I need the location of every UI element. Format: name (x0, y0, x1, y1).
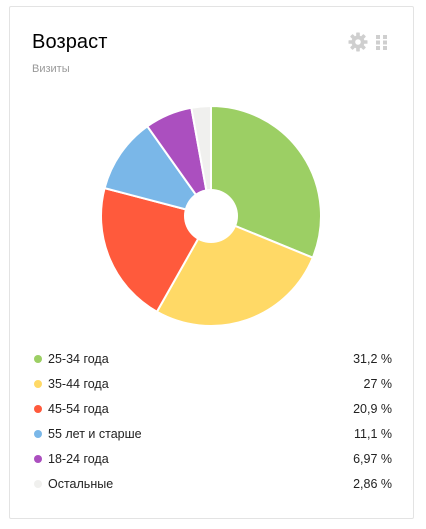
drag-handle-icon[interactable] (375, 34, 389, 50)
legend-value: 6,97 % (353, 451, 392, 466)
legend-value: 31,2 % (353, 351, 392, 366)
legend-value: 2,86 % (353, 476, 392, 491)
legend-item[interactable]: 18-24 года 6,97 % (30, 446, 392, 471)
donut-hole (184, 189, 238, 243)
age-widget: Возраст Визиты 25-34 года 31,2 % 35-44 год… (9, 6, 414, 519)
gear-icon[interactable] (348, 32, 368, 52)
legend-color-dot (34, 354, 42, 363)
pie-slice-3[interactable] (103, 124, 214, 218)
pie-slice-2[interactable] (100, 186, 213, 314)
age-pie-chart (100, 104, 322, 327)
legend-color-dot (34, 454, 42, 463)
legend-item[interactable]: 25-34 года 31,2 % (30, 346, 392, 371)
legend-item[interactable]: Остальные 2,86 % (30, 471, 392, 496)
pie-slice-0[interactable] (210, 104, 322, 260)
legend-color-dot (34, 379, 42, 388)
legend-label: 45-54 года (48, 401, 109, 416)
legend-value: 11,1 % (354, 426, 392, 441)
widget-title: Возраст (32, 31, 108, 53)
legend-label: 35-44 года (48, 376, 109, 391)
legend-label: Остальные (48, 476, 114, 491)
legend-value: 27 % (363, 376, 393, 391)
legend-value: 20,9 % (353, 401, 392, 416)
legend-color-dot (34, 479, 42, 488)
pie-slice-5[interactable] (190, 104, 212, 217)
legend-label: 18-24 года (48, 451, 109, 466)
legend-color-dot (34, 404, 42, 413)
legend-item[interactable]: 45-54 года 20,9 % (30, 396, 392, 421)
legend-color-dot (34, 429, 42, 438)
legend-item[interactable]: 55 лет и старше 11,1 % (30, 421, 392, 446)
widget-subtitle: Визиты (32, 63, 70, 75)
legend-label: 25-34 года (48, 351, 109, 366)
legend-label: 55 лет и старше (48, 426, 142, 441)
chart-legend: 25-34 года 31,2 % 35-44 года 27 % 45-54 года… (30, 346, 392, 496)
legend-item[interactable]: 35-44 года 27 % (30, 371, 392, 396)
